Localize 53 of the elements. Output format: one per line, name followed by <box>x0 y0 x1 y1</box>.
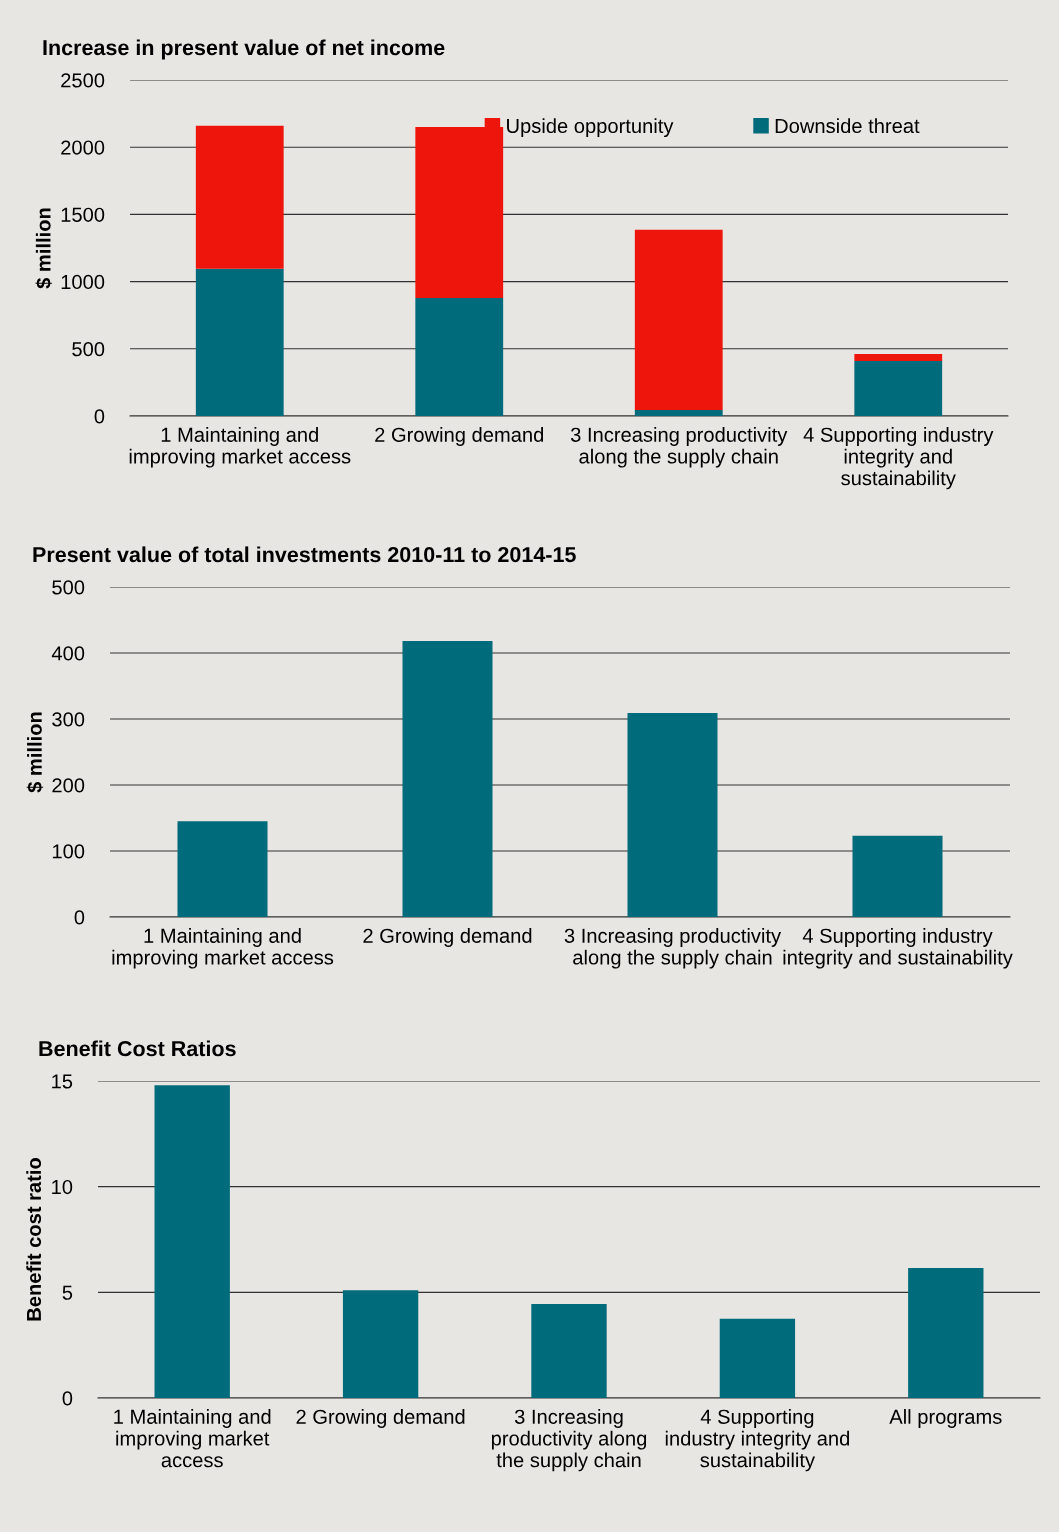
x-tick-label: 2 Growing demand <box>296 1409 465 1428</box>
y-axis-title: $ million <box>35 208 52 289</box>
y-tick-label: 1500 <box>61 207 105 222</box>
y-tick-label: 100 <box>52 844 85 859</box>
bar <box>154 1085 230 1398</box>
y-tick-label: 500 <box>72 342 105 357</box>
x-tick-label: 2 Growing demand <box>363 928 532 947</box>
bar <box>415 298 504 416</box>
chart-title: Benefit Cost Ratios <box>39 1040 236 1057</box>
x-tick-label: 4 Supporting industry integrity and sustainability <box>803 427 994 490</box>
bar <box>402 641 493 917</box>
x-tick-label: 2 Growing demand <box>375 427 544 446</box>
x-tick-label: 3 Increasing productivity along the supply chain <box>491 1409 647 1472</box>
x-tick-label: 3 Increasing productivity along the supply chain <box>564 928 782 969</box>
bar <box>195 125 284 269</box>
y-tick-label: 2000 <box>61 140 105 155</box>
x-tick-label: 1 Maintaining and improving market access <box>129 427 351 468</box>
bar <box>634 409 723 416</box>
y-axis-title: Benefit cost ratio <box>26 1158 42 1321</box>
y-tick-label: 0 <box>74 910 85 925</box>
y-tick-label: 2500 <box>61 73 105 88</box>
y-tick-label: 1000 <box>61 274 105 290</box>
bar <box>852 835 943 917</box>
bar <box>627 713 718 917</box>
x-tick-label: All programs <box>889 1409 1002 1428</box>
bar <box>342 1290 419 1398</box>
bar <box>634 229 723 410</box>
x-tick-label: 1 Maintaining and improving market access <box>112 928 334 969</box>
chart-title: Increase in present value of net income <box>43 39 445 60</box>
y-tick-label: 0 <box>62 1391 73 1406</box>
y-tick-label: 200 <box>52 778 85 793</box>
bar <box>719 1318 796 1398</box>
y-tick-label: 300 <box>52 712 85 727</box>
bar <box>177 821 268 917</box>
bar <box>854 353 943 361</box>
x-tick-label: 1 Maintaining and improving market access <box>114 1409 271 1468</box>
y-tick-label: 400 <box>51 646 85 661</box>
x-tick-label: 4 Supporting industry integrity and sustainability <box>783 928 1013 969</box>
bar <box>854 360 943 416</box>
bar <box>195 268 284 416</box>
y-axis-title: $ million <box>26 712 44 793</box>
x-tick-label: 3 Increasing productivity along the supply chain <box>570 427 788 468</box>
chart-title: Present value of total investments 2010-11 to 2014-15 <box>33 546 576 563</box>
y-tick-label: 500 <box>52 580 85 595</box>
y-tick-label: 0 <box>94 409 105 424</box>
bar <box>531 1303 607 1398</box>
bar <box>908 1268 984 1398</box>
legend-label: Upside opportunity <box>507 118 674 138</box>
x-tick-label: 4 Supporting industry integrity and sustainability <box>665 1409 850 1472</box>
y-tick-label: 5 <box>62 1285 73 1300</box>
y-tick-label: 10 <box>52 1179 73 1195</box>
legend-label: Downside threat <box>775 118 920 134</box>
y-tick-label: 15 <box>52 1074 73 1089</box>
